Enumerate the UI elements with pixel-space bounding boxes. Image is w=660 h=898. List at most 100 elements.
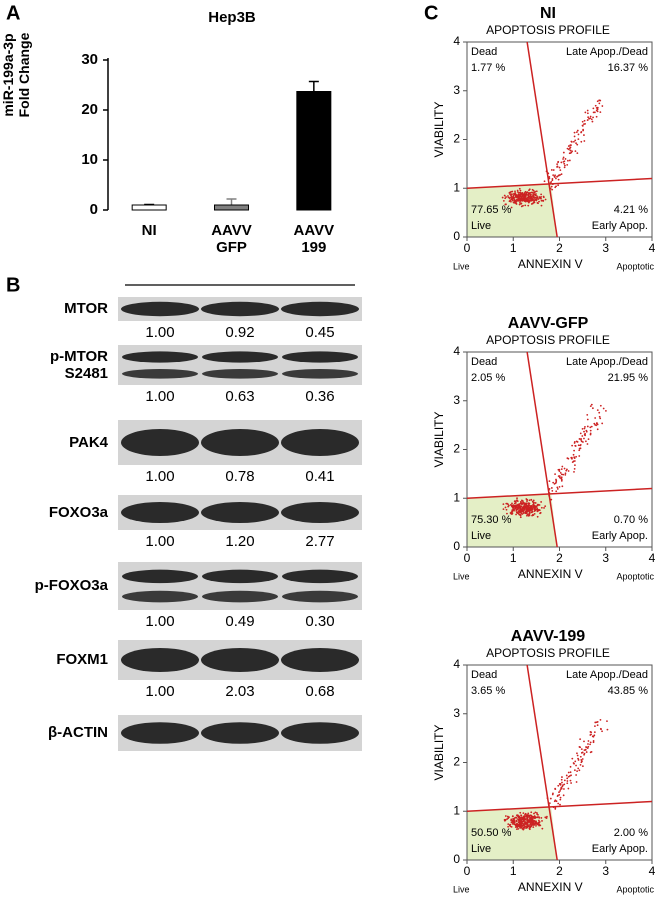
fold-change-label: 0.45 <box>305 324 334 341</box>
event-dot <box>519 506 522 509</box>
event-dot <box>576 152 579 155</box>
event-dot <box>584 440 587 443</box>
fold-change-label: 0.68 <box>305 683 334 700</box>
event-dot <box>530 818 532 821</box>
event-dot <box>583 437 585 440</box>
event-dot <box>573 131 576 134</box>
event-dot <box>578 746 581 748</box>
x-tick-label: 3 <box>602 864 609 878</box>
x-tick-label: 3 <box>602 241 609 255</box>
event-dot <box>516 189 519 192</box>
quadrant-value: 4.21 % <box>614 204 648 216</box>
event-dot <box>530 508 533 510</box>
event-dot <box>519 201 521 204</box>
event-dot <box>515 820 518 823</box>
event-dot <box>563 162 566 165</box>
event-dot <box>520 197 523 200</box>
event-dot <box>527 194 530 197</box>
blot-band <box>121 429 199 456</box>
event-dot <box>594 104 597 107</box>
quadrant-value: 3.65 % <box>471 685 505 697</box>
event-dot <box>517 503 520 506</box>
event-dot <box>580 438 582 441</box>
y-tick-label: 30 <box>81 51 98 68</box>
event-dot <box>573 441 576 443</box>
event-dot <box>516 497 518 500</box>
event-dot <box>564 164 566 167</box>
quadrant-value: 16.37 % <box>608 62 649 74</box>
event-dot <box>578 447 581 450</box>
event-dot <box>516 199 519 201</box>
event-dot <box>528 504 531 507</box>
event-dot <box>555 479 558 482</box>
event-dot <box>562 794 565 797</box>
event-dot <box>503 194 506 197</box>
quadrant-name: Early Apop. <box>592 843 648 855</box>
event-dot <box>526 509 529 512</box>
event-dot <box>510 206 513 209</box>
event-dot <box>583 119 586 122</box>
event-dot <box>549 797 552 800</box>
event-dot <box>518 191 520 194</box>
event-dot <box>583 134 585 136</box>
event-dot <box>540 501 543 503</box>
event-dot <box>571 444 574 447</box>
event-dot <box>504 815 507 817</box>
event-dot <box>559 803 561 806</box>
x-tick-label: NI <box>141 222 157 239</box>
x-tick-label: AAVV 199 <box>293 222 335 257</box>
event-dot <box>510 193 513 196</box>
event-dot <box>584 111 587 114</box>
event-dot <box>512 194 515 197</box>
event-dot <box>559 789 562 792</box>
event-dot <box>532 191 534 194</box>
event-dot <box>531 188 534 191</box>
event-dot <box>524 815 526 818</box>
event-dot <box>577 133 580 136</box>
blot-band <box>282 590 358 603</box>
event-dot <box>531 509 533 512</box>
event-dot <box>534 505 536 508</box>
event-dot <box>577 138 580 141</box>
event-dot <box>548 176 551 178</box>
event-dot <box>533 812 535 815</box>
event-dot <box>596 110 599 113</box>
event-dot <box>502 199 505 202</box>
event-dot <box>583 752 586 755</box>
event-dot <box>519 509 522 512</box>
event-dot <box>561 465 564 468</box>
event-dot <box>513 819 516 821</box>
event-dot <box>557 178 560 181</box>
gate-line <box>526 41 558 238</box>
x-edge-label: Apoptotic <box>616 884 654 894</box>
event-dot <box>580 751 583 754</box>
y-tick-label: 4 <box>453 344 460 358</box>
event-dot <box>522 816 525 819</box>
event-dot <box>530 511 533 514</box>
event-dot <box>533 200 536 202</box>
event-dot <box>514 504 516 507</box>
y-axis-label: VIABILITY <box>432 101 446 157</box>
event-dot <box>522 204 524 207</box>
event-dot <box>583 140 586 142</box>
blot-band <box>121 648 199 672</box>
x-tick-label: 2 <box>556 241 563 255</box>
event-dot <box>509 199 512 202</box>
event-dot <box>526 823 529 826</box>
event-dot <box>586 747 589 750</box>
event-dot <box>534 817 536 820</box>
event-dot <box>528 824 531 826</box>
event-dot <box>599 99 602 102</box>
event-dot <box>502 503 505 506</box>
chart-title: AAVV-GFP <box>508 315 589 332</box>
event-dot <box>550 185 553 188</box>
event-dot <box>554 787 557 790</box>
event-dot <box>575 131 578 134</box>
event-dot <box>532 816 534 819</box>
event-dot <box>564 473 567 476</box>
event-dot <box>538 509 540 511</box>
event-dot <box>516 512 519 514</box>
event-dot <box>540 196 543 198</box>
event-dot <box>525 502 528 505</box>
event-dot <box>573 468 576 470</box>
